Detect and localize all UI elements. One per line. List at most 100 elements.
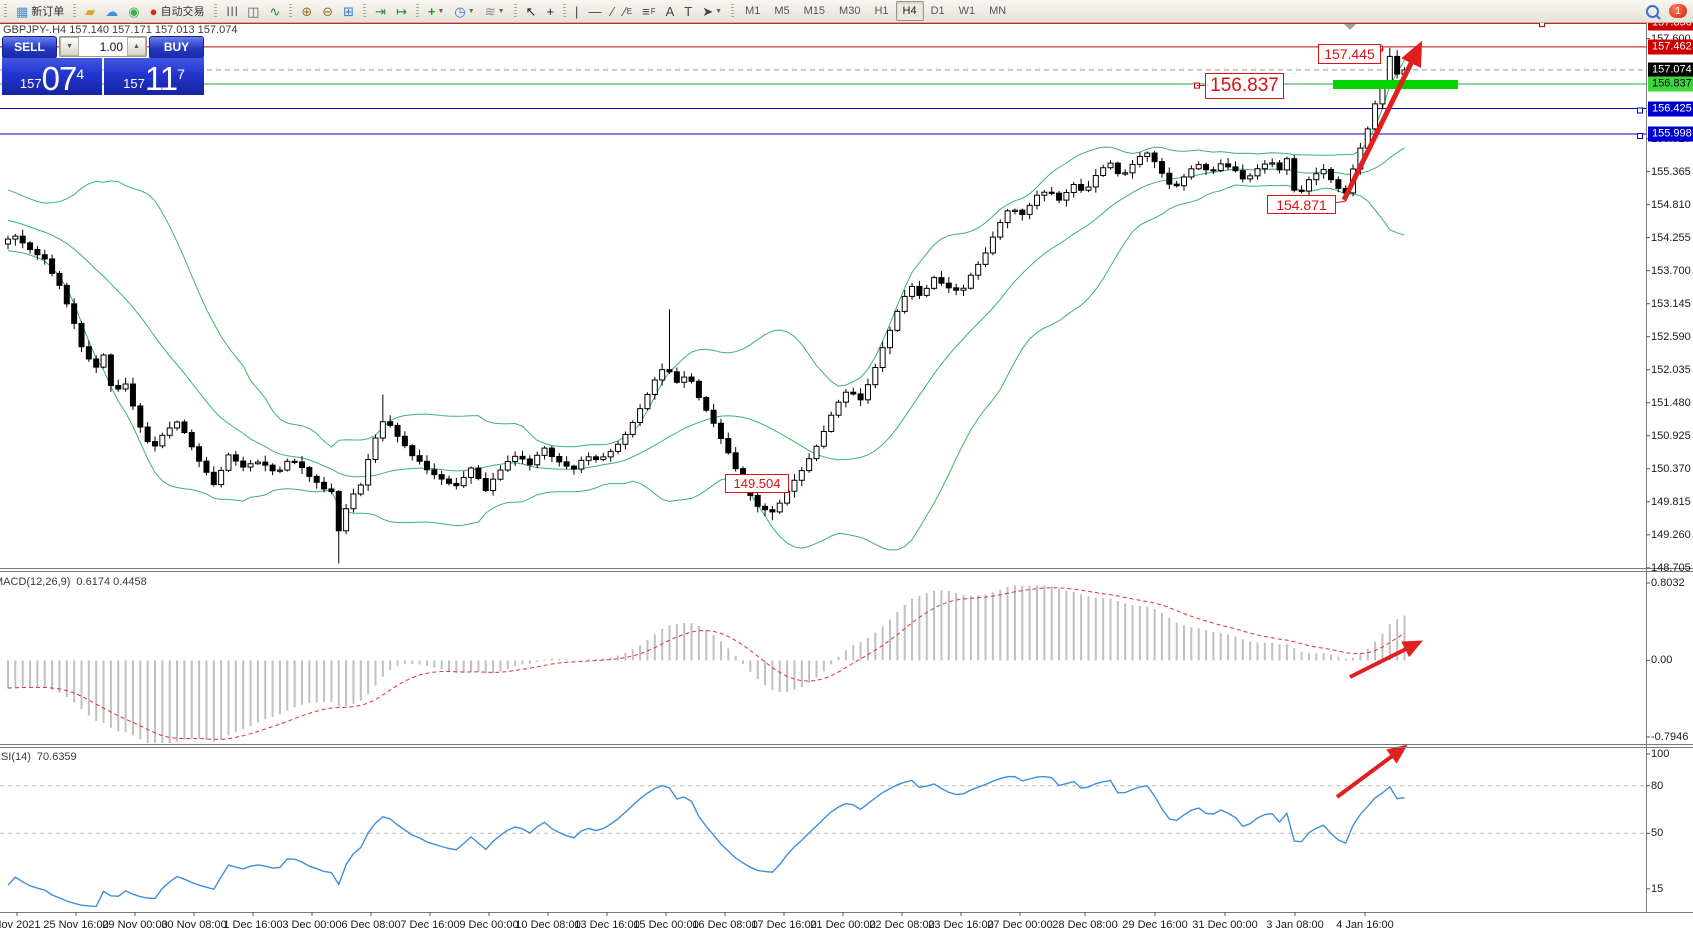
autotrading-button[interactable]: ● 自动交易: [149, 3, 205, 19]
price-axis-tick: 153.145: [1651, 297, 1691, 310]
text-tool[interactable]: A: [665, 3, 675, 19]
templates-button[interactable]: ≋ ▼: [484, 3, 505, 19]
line-chart-icon[interactable]: ∿: [269, 3, 281, 19]
time-axis-label: 13 Dec 16:00: [574, 919, 640, 931]
timeframe-h4[interactable]: H4: [895, 1, 924, 21]
time-axis-label: 3 Dec 00:00: [282, 919, 342, 931]
volume-input[interactable]: [79, 37, 127, 56]
price-axis-tick: 150.370: [1651, 462, 1691, 475]
buy-price-pip: 7: [177, 66, 185, 82]
zoom-out-icon[interactable]: ⊖: [322, 3, 334, 19]
fibonacci-tool[interactable]: ≡ F: [642, 3, 656, 19]
tile-windows-icon[interactable]: ⊞: [343, 3, 355, 19]
auto-scroll-icon[interactable]: ⇥: [375, 3, 386, 19]
chart-canvas[interactable]: [0, 22, 1693, 939]
buy-price-main: 11: [144, 60, 178, 97]
sell-price-main: 07: [41, 60, 78, 97]
price-axis-badge: 157.856: [1648, 22, 1693, 31]
rsi-name: RSI(14): [0, 751, 31, 763]
new-order-button[interactable]: ▦ 新订单: [16, 3, 65, 19]
rsi-axis-tick: 50: [1651, 827, 1664, 840]
crosshair-tool[interactable]: +: [546, 3, 555, 19]
time-axis-label: 4 Jan 16:00: [1336, 919, 1394, 931]
price-axis-tick: 149.815: [1651, 495, 1691, 508]
toolbar-grip: [513, 4, 517, 18]
shapes-button[interactable]: ➤ ▼: [702, 3, 723, 19]
zoom-in-icon[interactable]: ⊕: [301, 3, 313, 19]
buy-price-prefix: 157: [123, 76, 145, 91]
time-axis-label: 10 Dec 08:00: [515, 919, 581, 931]
periods-button[interactable]: ◷ ▼: [454, 3, 475, 19]
chart-area[interactable]: GBPJPY-.H4 157.140 157.171 157.013 157.0…: [0, 22, 1693, 939]
price-label-149504[interactable]: 149.504: [725, 474, 789, 493]
price-axis-tick: 155.365: [1651, 165, 1691, 178]
toolbar: ▦ 新订单 ▰ ☁ ◉ ● 自动交易 ☰ ◫ ∿ ⊕ ⊖ ⊞ ⇥ ↦ + ▼ ◷ ▼ ≋ ▼ ↖ + | — ∕ ∕ E ≡ F A T ➤ ▼ M…: [0, 0, 1693, 23]
label-tool[interactable]: T: [684, 3, 693, 19]
sell-price-display[interactable]: 157 07 4: [2, 58, 102, 95]
toolbar-grip: [563, 4, 567, 18]
price-axis-tick: 152.590: [1651, 330, 1691, 343]
time-axis-label: 27 Dec 00:00: [987, 919, 1053, 931]
timeframe-w1[interactable]: W1: [958, 5, 976, 17]
time-axis-label: 9 Dec 00:00: [459, 919, 519, 931]
timeframe-m5[interactable]: M5: [774, 5, 790, 17]
chart-shift-icon[interactable]: ↦: [395, 3, 407, 19]
macd-values: 0.6174 0.4458: [76, 576, 147, 588]
rsi-value: 70.6359: [36, 751, 77, 763]
volume-decrease-button[interactable]: ▼: [60, 37, 79, 56]
timeframe-d1[interactable]: D1: [930, 5, 945, 17]
toolbar-grip: [289, 4, 293, 18]
volume-increase-button[interactable]: ▲: [127, 37, 146, 56]
timeframe-h1[interactable]: H1: [874, 5, 889, 17]
price-axis-badge: 156.837: [1648, 76, 1693, 92]
price-label-154871[interactable]: 154.871: [1267, 195, 1336, 214]
price-axis-badge: 157.074: [1648, 62, 1693, 78]
community-icon[interactable]: ☁: [105, 3, 119, 19]
timeframe-m15[interactable]: M15: [803, 5, 826, 17]
search-icon[interactable]: [1646, 4, 1659, 18]
symbol-ohlc-readout: GBPJPY-.H4 157.140 157.171 157.013 157.0…: [3, 24, 238, 36]
time-axis-label: 29 Dec 16:00: [1122, 919, 1188, 931]
price-label-156837[interactable]: 156.837: [1205, 73, 1284, 99]
time-axis-label: 6 Dec 08:00: [341, 919, 401, 931]
vline-tool[interactable]: |: [575, 3, 579, 19]
time-axis-label: 30 Nov 08:00: [161, 919, 227, 931]
time-axis-label: 3 Jan 08:00: [1266, 919, 1324, 931]
time-axis-label: 28 Dec 08:00: [1052, 919, 1118, 931]
notification-badge[interactable]: 1: [1669, 4, 1687, 18]
time-axis-label: 23 Dec 16:00: [928, 919, 994, 931]
market-watch-icon[interactable]: ▰: [85, 3, 96, 19]
price-axis-tick: 148.705: [1651, 561, 1691, 574]
rsi-axis-tick: 80: [1651, 779, 1664, 792]
price-axis-tick: 151.480: [1651, 396, 1691, 409]
price-axis-tick: 150.925: [1651, 429, 1691, 442]
price-axis-tick: 154.810: [1651, 198, 1691, 211]
sell-button[interactable]: SELL: [2, 36, 57, 59]
time-axis-label: Nov 2021: [0, 919, 41, 931]
sell-price-prefix: 157: [19, 76, 42, 91]
buy-button[interactable]: BUY: [149, 36, 204, 59]
timeframe-mn[interactable]: MN: [989, 5, 1007, 17]
time-axis-label: 25 Nov 16:00: [43, 919, 109, 931]
time-axis-label: 29 Nov 00:00: [102, 919, 168, 931]
channel-tool[interactable]: ∕ E: [623, 3, 633, 19]
indicators-button[interactable]: + ▼: [427, 3, 445, 19]
rsi-axis-tick: 100: [1651, 748, 1670, 760]
macd-axis-tick: -0.7946: [1651, 730, 1689, 743]
timeframe-m30[interactable]: M30: [839, 5, 861, 17]
cursor-tool[interactable]: ↖: [525, 3, 537, 19]
candlestick-chart-icon[interactable]: ◫: [247, 3, 260, 19]
price-axis-tick: 149.260: [1651, 528, 1691, 541]
signals-icon[interactable]: ◉: [128, 3, 140, 19]
buy-price-display[interactable]: 157 11 7: [104, 58, 204, 95]
time-axis-label: 21 Dec 00:00: [810, 919, 876, 931]
toolbar-grip: [363, 4, 367, 18]
price-label-157445[interactable]: 157.445: [1318, 44, 1381, 64]
timeframe-m1[interactable]: M1: [745, 5, 761, 17]
hline-tool[interactable]: —: [588, 3, 602, 19]
trendline-tool[interactable]: ∕: [611, 3, 614, 19]
price-axis-tick: 154.255: [1651, 231, 1691, 244]
bar-chart-icon[interactable]: ☰: [223, 5, 239, 17]
rsi-indicator-label: RSI(14) 70.6359: [0, 751, 77, 763]
time-axis-label: 17 Dec 16:00: [751, 919, 817, 931]
